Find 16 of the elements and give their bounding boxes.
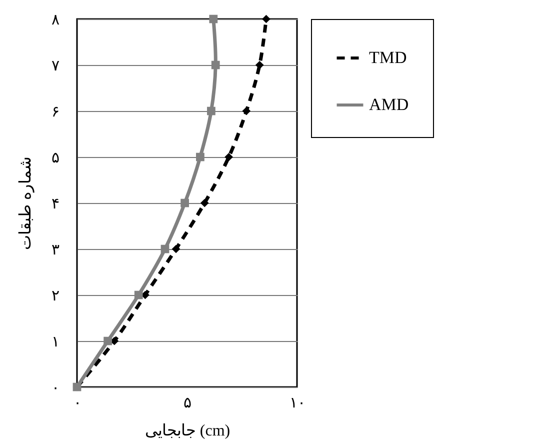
y-axis-title: شماره طبقات <box>17 157 34 250</box>
y-tick-label: ۲ <box>51 286 60 304</box>
legend-label: AMD <box>369 95 409 114</box>
x-axis-title: جابجایی (cm) <box>144 422 230 440</box>
y-tick-label: ۰ <box>51 378 60 396</box>
y-tick-label: ۴ <box>51 194 60 212</box>
y-tick-label: ۳ <box>51 240 60 258</box>
x-tick-label: ۱۰ <box>289 394 306 412</box>
legend-label: TMD <box>369 48 407 67</box>
y-tick-label: ۸ <box>51 10 60 28</box>
y-tick-label: ۷ <box>51 56 60 74</box>
y-tick-label: ۵ <box>51 148 60 166</box>
y-tick-label: ۶ <box>51 102 60 120</box>
x-tick-label: ۵ <box>183 394 192 412</box>
y-tick-label: ۱ <box>51 332 60 350</box>
x-tick-label: ۰ <box>73 394 82 412</box>
